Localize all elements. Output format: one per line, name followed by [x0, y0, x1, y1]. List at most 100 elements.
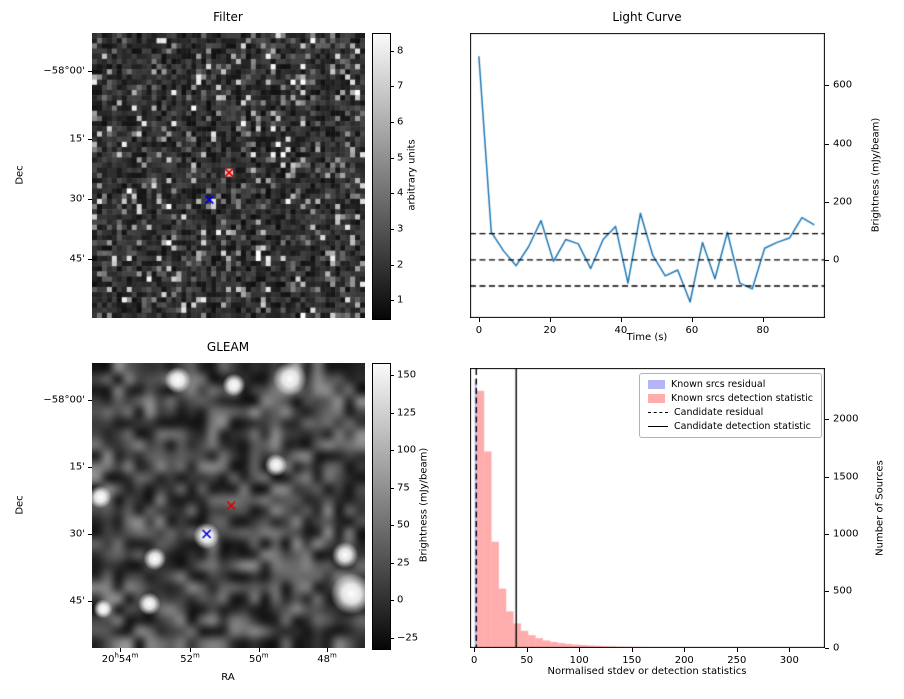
dec-tick [88, 600, 92, 602]
colorbar-tick-label: 6 [397, 116, 404, 128]
colorbar-tick-label: 2 [397, 259, 404, 271]
dec-tick-label: 15' [69, 461, 85, 473]
colorbar-tick [391, 50, 394, 52]
legend-label: Known srcs residual [671, 379, 766, 390]
lightcurve-title: Light Curve [612, 10, 682, 24]
colorbar-tick-label: 50 [397, 519, 410, 531]
lightcurve-xlabel: Time (s) [626, 332, 668, 343]
legend-item: Candidate residual [648, 407, 813, 418]
dec-tick-label: 30' [69, 528, 85, 540]
legend-item: Candidate detection statistic [648, 421, 813, 432]
hist-y-tick [825, 648, 829, 649]
lc-y-tick-label: 400 [833, 138, 853, 149]
filter-ylabel: Dec [14, 165, 26, 185]
histogram-xlabel: Normalised stdev or detection statistics [547, 666, 747, 677]
colorbar-tick-label: 150 [397, 369, 417, 381]
colorbar-tick [391, 264, 394, 266]
lc-x-tick [478, 318, 480, 322]
hist-x-tick [736, 648, 738, 652]
colorbar-tick-label: −25 [397, 632, 419, 643]
colorbar-tick [391, 487, 394, 489]
ra-tick-label: 20h54m [101, 651, 139, 665]
lc-y-tick [825, 201, 829, 203]
ra-tick [327, 648, 329, 652]
colorbar-tick [391, 375, 394, 376]
colorbar-tick-label: 4 [397, 187, 404, 199]
colorbar-tick-label: 8 [397, 45, 404, 57]
hist-y-tick-label: 1000 [833, 528, 859, 540]
lc-x-tick [762, 318, 764, 322]
hist-y-tick [825, 476, 829, 478]
lc-x-tick [549, 318, 551, 322]
hist-x-tick-label: 0 [471, 655, 478, 666]
colorbar-tick [391, 193, 394, 195]
dec-tick [88, 534, 92, 535]
dec-tick-label: −58°00' [43, 65, 85, 77]
dec-tick [88, 259, 92, 260]
colorbar-tick [391, 600, 394, 601]
dec-tick [88, 70, 92, 72]
ra-tick-label: 48m [317, 651, 337, 665]
ra-tick-label: 52m [180, 651, 200, 665]
legend-swatch-dashed-line [648, 412, 668, 413]
colorbar-tick-label: 3 [397, 223, 404, 235]
dec-tick-label: 15' [69, 133, 85, 145]
filter-colorbar [372, 33, 391, 320]
dec-tick [88, 467, 92, 469]
hist-y-tick [825, 533, 829, 535]
colorbar-tick-label: 5 [397, 152, 404, 164]
ra-tick [120, 648, 122, 652]
hist-x-tick-label: 150 [622, 655, 642, 666]
hist-y-tick [825, 419, 829, 421]
hist-x-tick [631, 648, 633, 652]
legend-label: Candidate detection statistic [674, 421, 811, 432]
hist-x-tick-label: 300 [779, 655, 799, 666]
colorbar-tick [391, 412, 394, 414]
hist-x-tick [474, 648, 476, 652]
legend-swatch-patch [648, 380, 665, 389]
legend-swatch-patch [648, 394, 665, 403]
ra-tick [190, 648, 191, 652]
legend-label: Candidate residual [674, 407, 764, 418]
colorbar-tick [391, 86, 394, 88]
lc-y-tick [825, 85, 829, 87]
colorbar-tick-label: 0 [397, 594, 404, 606]
hist-x-tick-label: 250 [727, 655, 747, 666]
hist-x-tick-label: 50 [520, 655, 534, 666]
lc-x-tick [691, 318, 693, 322]
hist-y-tick-label: 500 [833, 585, 853, 597]
dec-tick [88, 400, 92, 402]
colorbar-tick-label: 7 [397, 80, 404, 92]
lc-x-tick-label: 40 [614, 325, 628, 336]
lc-y-tick-label: 200 [833, 196, 853, 208]
hist-y-tick-label: 1500 [833, 471, 859, 483]
dec-tick-label: −58°00' [43, 394, 85, 406]
histogram-ylabel: Number of Sources [874, 460, 886, 556]
ra-tick-label: 50m [249, 651, 269, 665]
legend: Known srcs residual Known srcs detection … [639, 373, 822, 438]
colorbar-tick [391, 122, 394, 124]
gleam-xlabel: RA [221, 672, 235, 683]
hist-x-tick [684, 648, 686, 652]
filter-image [92, 33, 365, 318]
colorbar-tick-label: 25 [397, 557, 410, 568]
legend-item: Known srcs detection statistic [648, 393, 813, 404]
lc-y-tick [825, 143, 829, 145]
ra-tick [258, 648, 260, 652]
lightcurve-ylabel: Brightness (mJy/beam) [870, 117, 882, 233]
colorbar-tick-label: 100 [397, 444, 417, 456]
lc-y-tick-label: 600 [833, 79, 853, 91]
hist-x-tick [579, 648, 581, 652]
legend-label: Known srcs detection statistic [671, 393, 813, 404]
dec-tick-label: 45' [69, 253, 85, 265]
colorbar-tick [391, 228, 394, 230]
filter-colorbar-label: arbitrary units [406, 139, 418, 211]
colorbar-tick [391, 300, 394, 302]
gleam-colorbar [372, 363, 391, 650]
legend-swatch-solid-line [648, 426, 668, 427]
hist-x-tick-label: 200 [674, 655, 694, 666]
colorbar-tick [391, 525, 394, 526]
colorbar-tick-label: 125 [397, 407, 417, 418]
lc-x-tick-label: 60 [685, 325, 699, 336]
